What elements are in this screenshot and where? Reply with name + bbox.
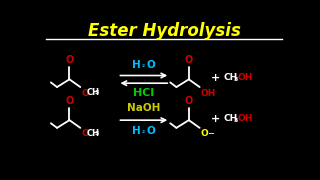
Text: −: − [207,129,214,138]
Text: H: H [132,60,141,70]
Text: O: O [146,60,155,70]
Text: HCl: HCl [133,88,155,98]
Text: 3: 3 [95,90,100,95]
Text: CH: CH [224,114,238,123]
Text: O: O [65,96,74,106]
Text: +: + [211,73,220,83]
Text: H: H [132,126,141,136]
Text: ₂: ₂ [141,128,145,134]
Text: +: + [211,114,220,124]
Text: 3: 3 [234,77,238,82]
Text: O: O [185,96,193,106]
Text: CH: CH [86,129,100,138]
Text: O: O [200,129,208,138]
Text: O: O [146,126,155,136]
Text: O: O [81,89,89,98]
Text: 3: 3 [234,118,238,123]
Text: 3: 3 [95,130,100,136]
Text: CH: CH [224,73,238,82]
Text: O: O [81,129,89,138]
Text: CH: CH [86,88,100,97]
Text: O: O [65,55,74,66]
Text: NaOH: NaOH [127,103,161,113]
Text: O: O [185,55,193,66]
Text: Ester Hydrolysis: Ester Hydrolysis [88,22,240,40]
Text: OH: OH [238,114,253,123]
Text: OH: OH [200,89,216,98]
Text: ₂: ₂ [141,62,145,68]
Text: OH: OH [238,73,253,82]
